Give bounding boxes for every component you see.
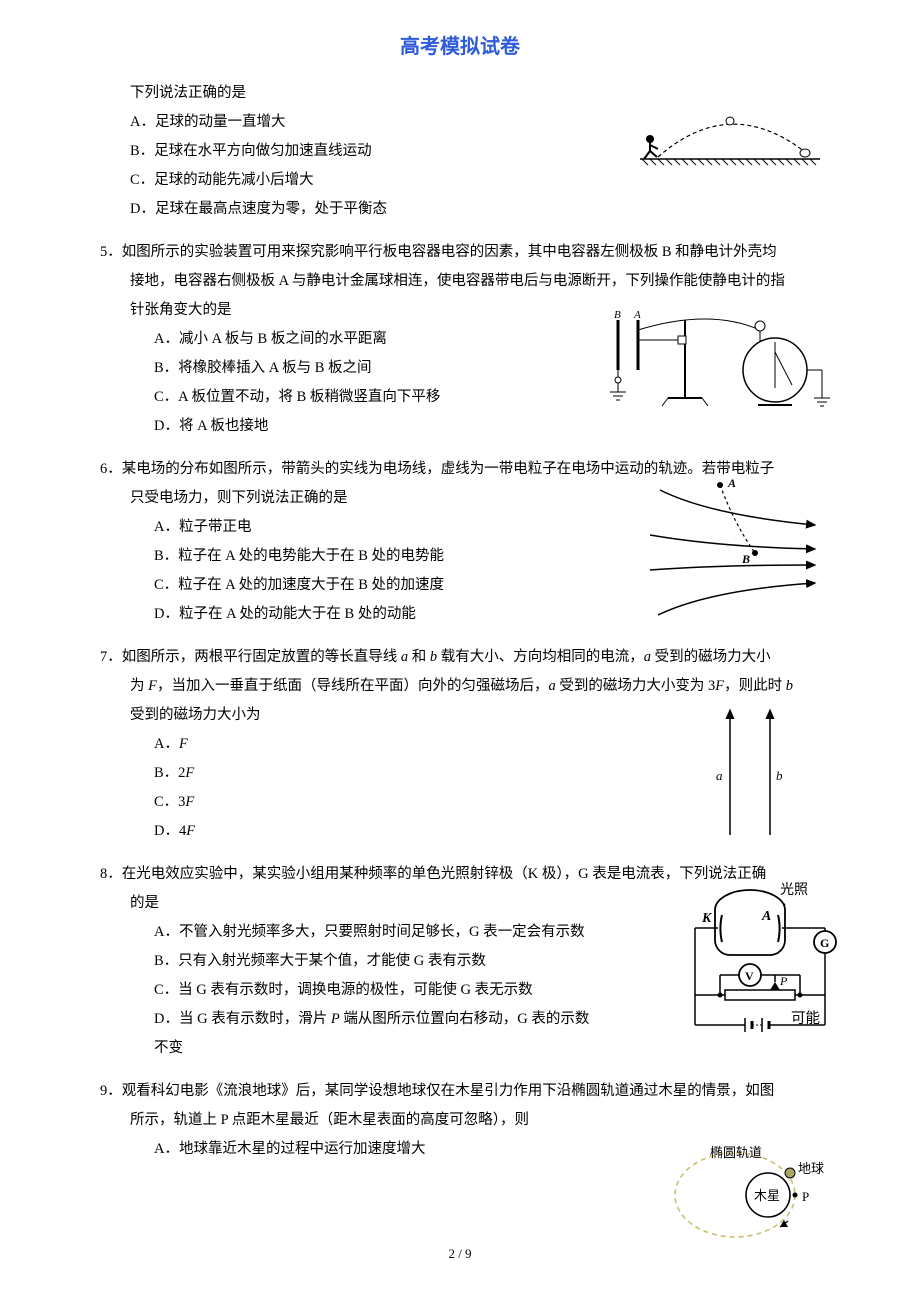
q9-stem-2: 所示，轨道上 P 点距木星最近（距木星表面的高度可忽略），则: [100, 1106, 820, 1135]
svg-text:木星: 木星: [754, 1188, 780, 1203]
q8-option-d: D．当 G 表有示数时，滑片 P 端从图所示位置向右移动，G 表的示数可能: [100, 1005, 820, 1034]
question-5: 5．如图所示的实验装置可用来探究影响平行板电容器电容的因素，其中电容器左侧极板 …: [100, 238, 820, 441]
q5-option-a: A．减小 A 板与 B 板之间的水平距离: [100, 325, 820, 354]
q8-stem-2: 的是: [100, 889, 820, 918]
q6-option-d: D．粒子在 A 处的动能大于在 B 处的动能: [100, 600, 820, 629]
q8-option-d2: 不变: [100, 1034, 820, 1063]
q8-option-c: C．当 G 表有示数时，调换电源的极性，可能使 G 表无示数: [100, 976, 820, 1005]
q7-option-c: C．3F: [100, 788, 820, 817]
question-8: 8．在光电效应实验中，某实验小组用某种频率的单色光照射锌极（K 极），G 表是电…: [100, 860, 820, 1063]
q6-option-c: C．粒子在 A 处的加速度大于在 B 处的加速度: [100, 571, 820, 600]
q7-stem-2: 为 F，当加入一垂直于纸面（导线所在平面）向外的匀强磁场后，a 受到的磁场力大小…: [100, 672, 820, 701]
q9-stem-1: 9．观看科幻电影《流浪地球》后，某同学设想地球仅在木星引力作用下沿椭圆轨道通过木…: [100, 1077, 820, 1106]
q6-option-a: A．粒子带正电: [100, 513, 820, 542]
q5-option-c: C．A 板位置不动，将 B 板稍微竖直向下平移: [100, 383, 820, 412]
q7-option-d: D．4F: [100, 817, 820, 846]
q4-option-b: B．足球在水平方向做匀加速直线运动: [100, 137, 820, 166]
question-7: 7．如图所示，两根平行固定放置的等长直导线 a 和 b 载有大小、方向均相同的电…: [100, 643, 820, 846]
q4-lead: 下列说法正确的是: [100, 79, 820, 108]
q9-option-a: A．地球靠近木星的过程中运行加速度增大: [100, 1135, 820, 1164]
q7-stem-1: 7．如图所示，两根平行固定放置的等长直导线 a 和 b 载有大小、方向均相同的电…: [100, 643, 820, 672]
q6-stem-1: 6．某电场的分布如图所示，带箭头的实线为电场线，虚线为一带电粒子在电场中运动的轨…: [100, 455, 820, 484]
page-title: 高考模拟试卷: [100, 30, 820, 59]
q4-option-d: D．足球在最高点速度为零，处于平衡态: [100, 195, 820, 224]
q4-option-a: A．足球的动量一直增大: [100, 108, 820, 137]
q6-option-b: B．粒子在 A 处的电势能大于在 B 处的电势能: [100, 542, 820, 571]
q7-option-b: B．2F: [100, 759, 820, 788]
svg-text:G: G: [820, 936, 829, 950]
q5-option-b: B．将橡胶棒插入 A 板与 B 板之间: [100, 354, 820, 383]
q8-option-b: B．只有入射光频率大于某个值，才能使 G 表有示数: [100, 947, 820, 976]
q5-option-d: D．将 A 板也接地: [100, 412, 820, 441]
q7-option-a: A．F: [100, 730, 820, 759]
svg-text:P: P: [802, 1189, 809, 1204]
q5-stem-3: 针张角变大的是: [100, 296, 820, 325]
question-6: 6．某电场的分布如图所示，带箭头的实线为电场线，虚线为一带电粒子在电场中运动的轨…: [100, 455, 820, 629]
question-4-continuation: 下列说法正确的是 A．足球的动量一直增大 B．足球在水平方向做匀加速直线运动 C…: [100, 79, 820, 224]
q7-stem-3: 受到的磁场力大小为: [100, 701, 820, 730]
q4-option-c: C．足球的动能先减小后增大: [100, 166, 820, 195]
q5-stem-1: 5．如图所示的实验装置可用来探究影响平行板电容器电容的因素，其中电容器左侧极板 …: [100, 238, 820, 267]
q8-stem-1: 8．在光电效应实验中，某实验小组用某种频率的单色光照射锌极（K 极），G 表是电…: [100, 860, 820, 889]
q5-stem-2: 接地，电容器右侧极板 A 与静电计金属球相连，使电容器带电后与电源断开，下列操作…: [100, 267, 820, 296]
q8-option-a: A．不管入射光频率多大，只要照射时间足够长，G 表一定会有示数: [100, 918, 820, 947]
question-9: 9．观看科幻电影《流浪地球》后，某同学设想地球仅在木星引力作用下沿椭圆轨道通过木…: [100, 1077, 820, 1164]
q6-stem-2: 只受电场力，则下列说法正确的是: [100, 484, 820, 513]
page-footer: 2 / 9: [0, 1246, 920, 1262]
